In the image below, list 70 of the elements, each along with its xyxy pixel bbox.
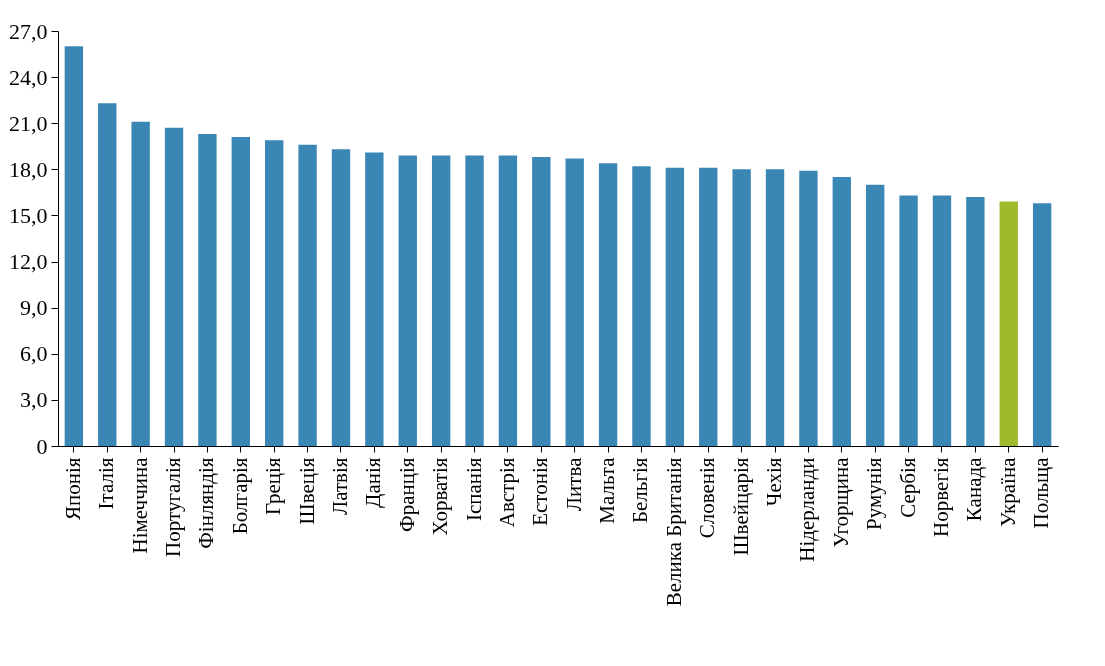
bar	[231, 137, 250, 446]
y-tick-label: 0	[36, 433, 48, 459]
bar	[932, 195, 952, 446]
x-tick-label: Словенія	[695, 457, 720, 539]
bar	[131, 121, 150, 446]
x-tick-label: Фінляндія	[194, 457, 219, 549]
bar	[832, 177, 851, 446]
bar	[365, 152, 384, 446]
x-tick-label: Сербія	[895, 457, 920, 518]
x-tick-label: Мальта	[595, 456, 620, 524]
bar	[198, 133, 217, 446]
bar	[398, 155, 417, 446]
bar	[1032, 203, 1052, 446]
x-tick-label: Норвегія	[928, 457, 953, 537]
bar	[899, 195, 918, 446]
y-tick-label: 15,0	[9, 202, 48, 228]
x-tick-label: Швейцарія	[728, 457, 753, 556]
x-tick-label: Україна	[995, 456, 1020, 527]
y-tick-label: 9,0	[20, 295, 48, 321]
bar	[465, 155, 484, 446]
x-tick-label: Чехія	[762, 457, 787, 507]
x-tick-label: Велика Британія	[661, 457, 686, 607]
bar	[532, 157, 551, 446]
bar	[966, 197, 985, 446]
y-tick-label: 24,0	[9, 64, 48, 90]
bar	[98, 103, 117, 446]
bar	[498, 155, 518, 446]
x-tick-label: Іспанія	[461, 457, 486, 522]
x-tick-label: Латвія	[327, 457, 352, 516]
bar	[866, 184, 885, 446]
y-tick-label: 3,0	[20, 387, 48, 413]
x-tick-label: Румунія	[862, 457, 887, 530]
bar	[565, 158, 584, 446]
y-tick-label: 6,0	[20, 341, 48, 367]
bar	[699, 167, 718, 446]
x-tick-label: Португалія	[161, 457, 186, 557]
x-tick-label: Австрія	[494, 457, 519, 528]
y-tick-label: 12,0	[9, 249, 48, 275]
y-tick-label: 18,0	[9, 156, 48, 182]
bar	[765, 169, 785, 446]
x-tick-label: Естонія	[528, 457, 553, 526]
bar	[431, 155, 451, 446]
x-tick-label: Данія	[361, 457, 386, 508]
bar	[265, 140, 284, 446]
bar	[999, 201, 1018, 446]
bar	[331, 149, 351, 446]
x-tick-label: Хорватія	[428, 457, 453, 536]
x-tick-label: Канада	[962, 456, 987, 522]
x-tick-label: Болгарія	[227, 457, 252, 535]
x-tick-label: Франція	[394, 457, 419, 532]
bar	[598, 163, 618, 446]
y-tick-label: 27,0	[9, 18, 48, 44]
bar	[64, 46, 84, 446]
x-tick-label: Швеція	[294, 457, 319, 525]
x-tick-label: Греція	[261, 457, 286, 515]
bar	[632, 166, 651, 446]
bar	[298, 144, 317, 446]
bar	[799, 170, 818, 446]
x-tick-label: Литва	[561, 456, 586, 512]
bar	[164, 127, 184, 446]
x-tick-label: Угорщина	[828, 456, 853, 548]
x-tick-label: Японія	[60, 457, 85, 520]
y-tick-label: 21,0	[9, 110, 48, 136]
bar	[732, 169, 751, 446]
x-tick-label: Італія	[94, 457, 119, 510]
x-tick-label: Нідерланди	[795, 457, 820, 562]
bar	[665, 167, 685, 446]
x-tick-label: Польща	[1029, 456, 1054, 529]
x-tick-label: Німеччина	[127, 456, 152, 554]
x-tick-label: Бельгія	[628, 457, 653, 524]
